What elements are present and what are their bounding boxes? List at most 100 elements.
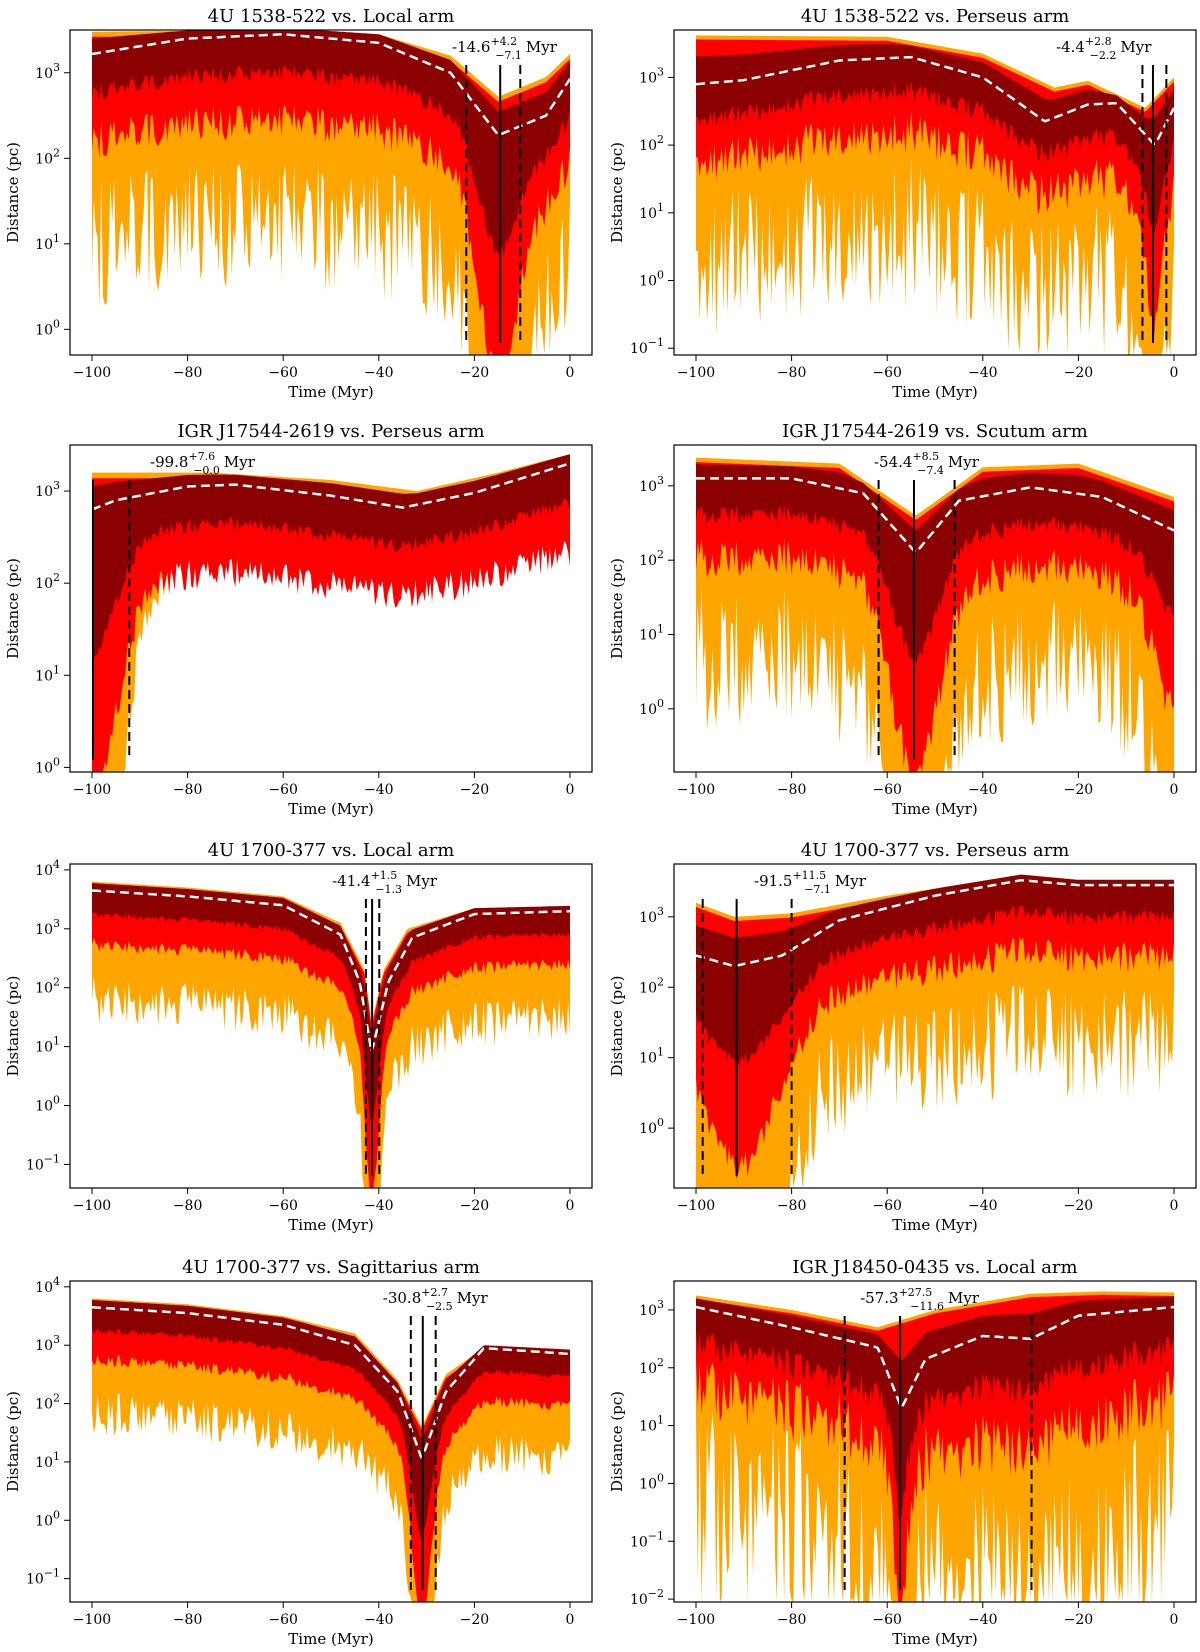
tick-label: −100 xyxy=(73,1612,111,1628)
tick-label: −40 xyxy=(968,1198,998,1214)
y-axis-label: Distance (pc) xyxy=(608,1391,626,1492)
median-line xyxy=(695,878,1174,968)
tick-label: 100 xyxy=(639,1471,664,1492)
tick-label: 10−2 xyxy=(630,1587,664,1608)
band-68 xyxy=(92,1300,570,1541)
tick-label: 10−1 xyxy=(630,1529,664,1550)
tick-label: 103 xyxy=(639,474,664,495)
x-axis-label: Time (Myr) xyxy=(892,383,977,401)
tick-label: 103 xyxy=(35,917,60,938)
median-line xyxy=(91,33,572,137)
tick-label: 0 xyxy=(1170,1198,1179,1214)
y-axis-label: Distance (pc) xyxy=(608,142,626,243)
x-axis-label: Time (Myr) xyxy=(892,1216,977,1234)
band-95 xyxy=(696,462,1174,772)
tick-label: −20 xyxy=(1064,365,1094,381)
tick-label: −60 xyxy=(872,365,902,381)
annotation-label: -30.8+2.7 −2.5 Myr xyxy=(383,1286,489,1313)
tick-label: 100 xyxy=(35,755,60,776)
y-axis-label: Distance (pc) xyxy=(4,1391,22,1492)
tick-label: 100 xyxy=(639,1116,664,1137)
tick-label: 101 xyxy=(35,663,60,684)
tick-label: 103 xyxy=(639,1298,664,1319)
tick-label: −40 xyxy=(364,1612,394,1628)
tick-label: 104 xyxy=(35,858,60,879)
tick-label: 103 xyxy=(35,1333,60,1354)
x-axis-label: Time (Myr) xyxy=(288,800,373,818)
tick-label: −20 xyxy=(1064,1198,1094,1214)
chart-panel-8: -57.3+27.5 −11.6 Myr −100 −80 −60 −40 −20 0 10−2 1… xyxy=(608,1257,1197,1648)
chart-panel-4: -54.4+8.5 −7.4 Myr −100 −80 −60 −40 −20 0 100 101 1… xyxy=(608,421,1197,818)
tick-label: −60 xyxy=(268,1198,298,1214)
tick-label: −100 xyxy=(73,1198,111,1214)
tick-label: 100 xyxy=(639,269,664,290)
tick-label: −100 xyxy=(677,1612,715,1628)
tick-label: 102 xyxy=(639,1356,664,1377)
tick-label: 102 xyxy=(35,976,60,997)
chart-panel-3: -99.8+7.6 −0.0 Myr −100 −80 −60 −40 −20 0 100 101 1… xyxy=(4,421,593,818)
tick-label: 100 xyxy=(35,1094,60,1115)
median-line xyxy=(696,477,1175,554)
tick-label: −80 xyxy=(173,365,203,381)
tick-label: 103 xyxy=(639,905,664,926)
axes-frame xyxy=(69,444,593,773)
annotation-label: -4.4+2.8 −2.2 Myr xyxy=(1056,35,1152,62)
tick-label: −100 xyxy=(677,1198,715,1214)
annotation-label: -41.4+1.5 −1.3 Myr xyxy=(332,869,438,896)
tick-label: 103 xyxy=(639,65,664,86)
tick-label: 103 xyxy=(35,61,60,82)
tick-label: 0 xyxy=(566,1198,575,1214)
y-axis-label: Distance (pc) xyxy=(4,558,22,659)
band-95 xyxy=(92,459,570,772)
tick-label: −40 xyxy=(364,1198,394,1214)
tick-label: −80 xyxy=(777,365,807,381)
annotation-label: -14.6+4.2 −7.1 Myr xyxy=(452,35,558,62)
tick-label: 102 xyxy=(35,571,60,592)
chart-panel-2: -4.4+2.8 −2.2 Myr −100 −80 −60 −40 −20 0 10−1 100 1… xyxy=(608,6,1197,401)
tick-label: −40 xyxy=(364,365,394,381)
band-68 xyxy=(92,30,570,258)
y-axis-label: Distance (pc) xyxy=(608,976,626,1077)
chart-title: 4U 1538-522 vs. Local arm xyxy=(208,6,455,27)
axes-frame xyxy=(673,444,1197,773)
band-68 xyxy=(696,874,1174,1069)
tick-label: 102 xyxy=(35,1392,60,1413)
annotation-label: -57.3+27.5 −11.6 Myr xyxy=(860,1286,980,1313)
band-68 xyxy=(696,44,1174,239)
tick-label: −100 xyxy=(677,365,715,381)
tick-label: 10−1 xyxy=(630,336,664,357)
tick-label: −60 xyxy=(268,782,298,798)
tick-label: −60 xyxy=(872,782,902,798)
tick-label: −20 xyxy=(460,1612,490,1628)
band-68 xyxy=(696,464,1174,663)
tick-label: 104 xyxy=(35,1275,60,1296)
tick-label: 101 xyxy=(639,1046,664,1067)
x-axis-label: Time (Myr) xyxy=(288,1630,373,1648)
median-line xyxy=(695,55,1176,146)
tick-label: −60 xyxy=(268,365,298,381)
axes-frame xyxy=(69,863,593,1189)
tick-label: 100 xyxy=(35,1508,60,1529)
tick-label: −100 xyxy=(677,782,715,798)
tick-label: −60 xyxy=(268,1612,298,1628)
chart-title: 4U 1700-377 vs. Local arm xyxy=(208,840,455,861)
tick-label: 0 xyxy=(566,782,575,798)
tick-label: −100 xyxy=(73,782,111,798)
tick-label: −80 xyxy=(173,782,203,798)
annotation-label: -54.4+8.5 −7.4 Myr xyxy=(874,450,980,477)
median-line xyxy=(91,889,571,1052)
tick-label: 101 xyxy=(639,1414,664,1435)
tick-label: −80 xyxy=(777,782,807,798)
chart-title: 4U 1700-377 vs. Sagittarius arm xyxy=(182,1257,480,1278)
tick-label: 100 xyxy=(639,697,664,718)
tick-label: −20 xyxy=(1064,1612,1094,1628)
chart-panel-7: -30.8+2.7 −2.5 Myr −100 −80 −60 −40 −20 0 10−1 100… xyxy=(4,1257,593,1648)
tick-label: 103 xyxy=(35,479,60,500)
tick-label: −60 xyxy=(872,1612,902,1628)
tick-label: −80 xyxy=(173,1198,203,1214)
tick-label: 0 xyxy=(1170,1612,1179,1628)
tick-label: 101 xyxy=(35,1450,60,1471)
band-68 xyxy=(696,1296,1174,1522)
tick-label: 101 xyxy=(639,201,664,222)
